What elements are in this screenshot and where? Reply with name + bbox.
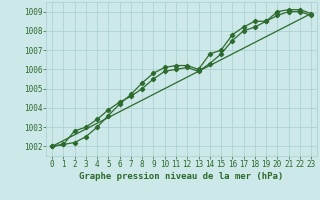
- X-axis label: Graphe pression niveau de la mer (hPa): Graphe pression niveau de la mer (hPa): [79, 172, 284, 181]
